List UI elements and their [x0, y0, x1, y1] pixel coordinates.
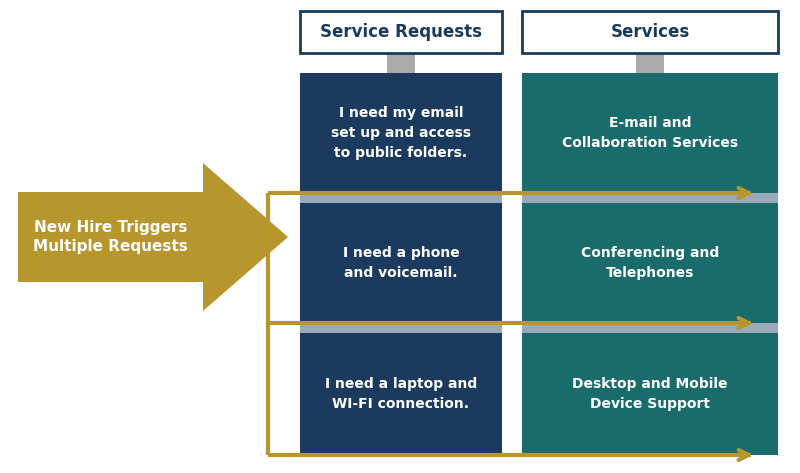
Text: I need my email
set up and access
to public folders.: I need my email set up and access to pub… [331, 106, 471, 159]
Bar [300, 11, 502, 53]
Bar [522, 323, 778, 333]
Bar [522, 73, 778, 193]
Text: Services: Services [610, 23, 690, 41]
Text: Desktop and Mobile
Device Support: Desktop and Mobile Device Support [572, 377, 728, 411]
Text: E-mail and
Collaboration Services: E-mail and Collaboration Services [562, 116, 738, 150]
Bar [300, 73, 502, 193]
Bar [387, 53, 415, 73]
Bar [522, 203, 778, 323]
Bar [522, 11, 778, 53]
Bar [522, 193, 778, 203]
Text: Service Requests: Service Requests [320, 23, 482, 41]
Bar [300, 193, 502, 203]
Bar [300, 333, 502, 455]
Text: New Hire Triggers
Multiple Requests: New Hire Triggers Multiple Requests [33, 219, 188, 254]
Polygon shape [18, 163, 288, 311]
Text: I need a laptop and
WI-FI connection.: I need a laptop and WI-FI connection. [325, 377, 477, 411]
Bar [636, 53, 664, 73]
Bar [300, 203, 502, 323]
Text: I need a phone
and voicemail.: I need a phone and voicemail. [342, 246, 459, 280]
Bar [300, 323, 502, 333]
Text: Conferencing and
Telephones: Conferencing and Telephones [581, 246, 719, 280]
Bar [522, 333, 778, 455]
